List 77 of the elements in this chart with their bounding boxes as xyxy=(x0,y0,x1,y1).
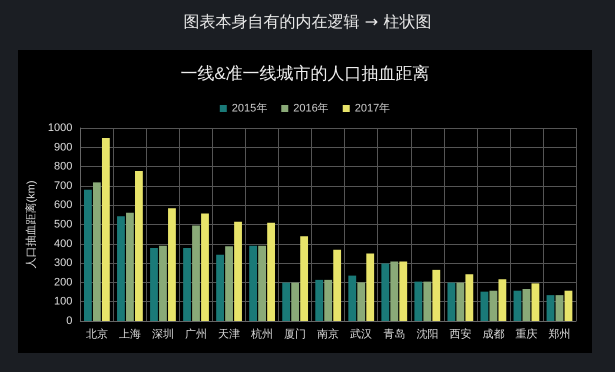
x-tick-label: 青岛 xyxy=(383,328,406,340)
bar xyxy=(300,236,308,321)
y-tick-label: 200 xyxy=(54,276,72,288)
bar xyxy=(333,250,342,321)
bar xyxy=(192,225,200,321)
x-tick-label: 厦门 xyxy=(284,328,306,340)
bar xyxy=(399,262,408,321)
y-tick-label: 500 xyxy=(54,218,72,230)
bar xyxy=(522,288,530,321)
bar xyxy=(126,212,134,321)
y-tick-label: 600 xyxy=(54,199,72,212)
y-tick-label: 300 xyxy=(54,257,72,270)
bar xyxy=(414,282,422,321)
bar xyxy=(150,248,158,321)
bar xyxy=(432,270,440,321)
bar xyxy=(465,274,474,321)
bar xyxy=(84,190,92,321)
bar xyxy=(267,222,275,321)
x-tick-label: 沈阳 xyxy=(416,328,438,340)
x-tick-label: 深圳 xyxy=(152,328,174,340)
bar xyxy=(489,290,498,321)
bar xyxy=(225,246,233,321)
bar xyxy=(282,282,290,321)
x-tick-label: 郑州 xyxy=(548,328,570,340)
y-tick-label: 400 xyxy=(54,238,72,250)
bar xyxy=(324,280,332,321)
x-tick-label: 广州 xyxy=(185,328,208,340)
bar xyxy=(168,208,176,321)
bar xyxy=(102,138,110,321)
y-tick-label: 0 xyxy=(66,315,72,327)
text: 图表本身自有的内在逻辑 → 柱状图 xyxy=(182,12,432,33)
bar xyxy=(498,279,506,321)
x-tick-label: 天津 xyxy=(218,328,240,340)
y-tick-label: 800 xyxy=(54,160,72,173)
bar xyxy=(423,282,432,321)
bar xyxy=(480,292,488,321)
bar xyxy=(564,290,572,321)
bar xyxy=(258,246,266,321)
legend-label: 2015年 xyxy=(232,102,268,114)
y-tick-label: 100 xyxy=(54,296,72,308)
y-tick-label: 900 xyxy=(54,141,72,154)
y-axis-title: 人口抽血距离(km) xyxy=(24,180,38,268)
bar xyxy=(159,246,167,321)
bar xyxy=(532,283,540,321)
x-tick-label: 上海 xyxy=(118,328,141,340)
bar xyxy=(135,171,143,321)
y-tick-label: 1000 xyxy=(48,122,72,134)
legend-label: 2016年 xyxy=(293,102,329,114)
bar xyxy=(514,290,522,321)
bar xyxy=(546,295,554,321)
bar xyxy=(390,262,398,321)
bar xyxy=(249,246,258,321)
bar xyxy=(366,253,374,321)
bar xyxy=(201,214,209,321)
bar xyxy=(291,282,300,321)
chart-title: 一线&准一线城市的人口抽血距离 xyxy=(180,64,430,83)
bar xyxy=(234,222,242,321)
bar xyxy=(357,282,366,321)
bar xyxy=(447,282,456,321)
bar xyxy=(92,182,101,321)
y-tick-label: 700 xyxy=(54,180,72,192)
x-tick-label: 西安 xyxy=(449,328,472,340)
bar xyxy=(456,282,464,321)
bar xyxy=(117,216,125,321)
bar xyxy=(216,254,224,321)
x-tick-label: 重庆 xyxy=(515,328,538,340)
x-tick-label: 南京 xyxy=(317,328,340,340)
x-tick-label: 武汉 xyxy=(350,328,372,340)
x-tick-label: 北京 xyxy=(86,328,108,340)
legend-label: 2017年 xyxy=(354,102,390,114)
bar xyxy=(556,295,564,321)
x-tick-label: 成都 xyxy=(482,328,504,340)
bar xyxy=(183,248,191,321)
bar xyxy=(381,263,390,321)
bar xyxy=(348,276,356,321)
bar xyxy=(315,280,324,321)
x-tick-label: 杭州 xyxy=(250,328,274,340)
